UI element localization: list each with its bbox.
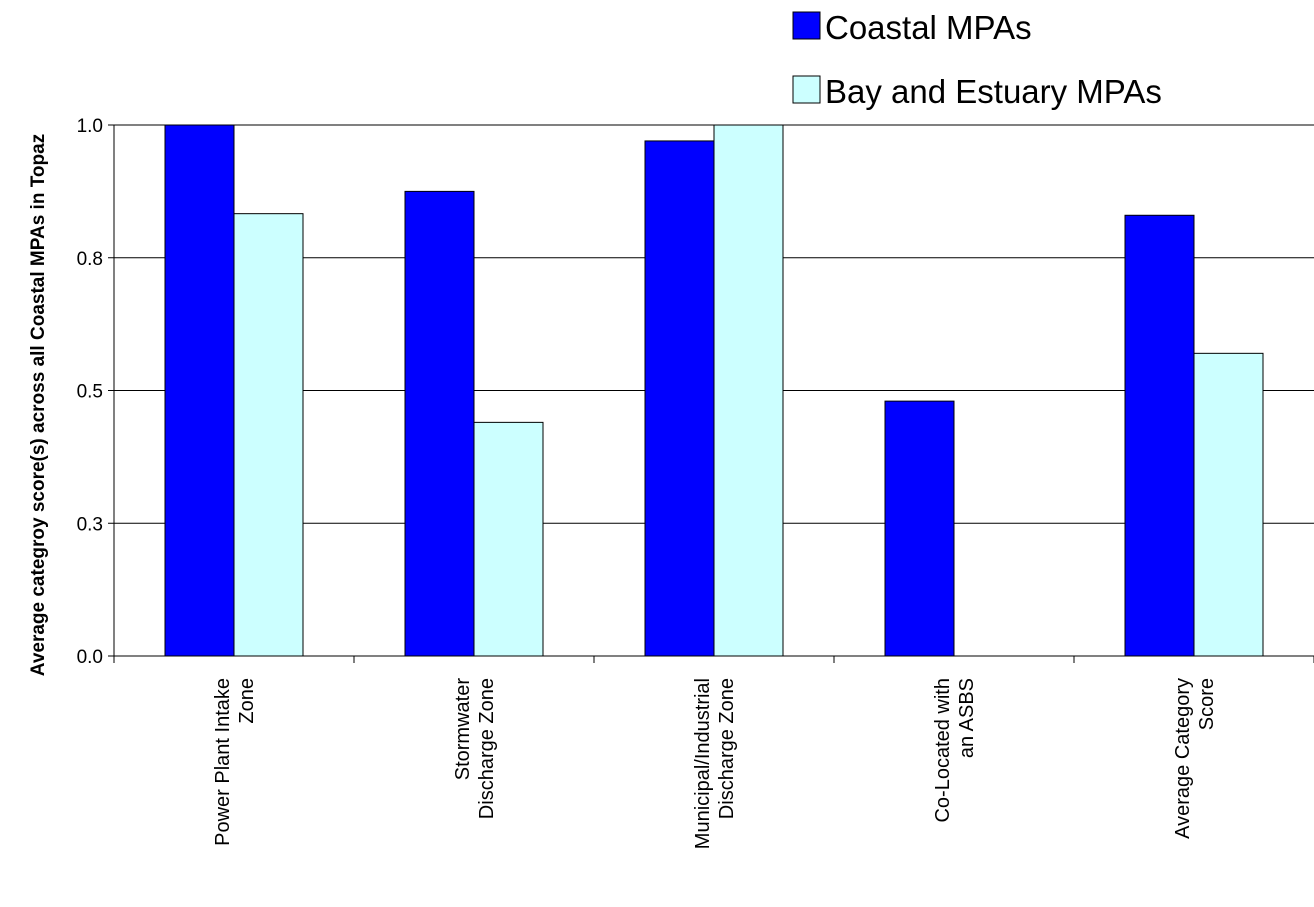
category-label-line: Zone: [236, 678, 258, 724]
category-label-line: Stormwater: [452, 678, 474, 781]
category-label-4: Co-Located with an ASBS: [932, 678, 978, 823]
category-labels: Power Plant Intake Zone Stormwater Discharg…: [212, 678, 1218, 850]
category-label-line: Average Category: [1172, 678, 1194, 839]
bar-series-2-cat-2: [473, 421, 544, 657]
bar-series-1-cat-5: [1124, 214, 1195, 657]
y-tick-label: 0.5: [77, 382, 103, 403]
legend: Coastal MPAs Bay and Estuary MPAs: [792, 9, 1162, 110]
category-label-5: Average Category Score: [1172, 678, 1218, 839]
y-tick-label: 1.0: [77, 116, 103, 137]
legend-swatch-1: [792, 11, 821, 40]
y-tick-label: 0.0: [77, 647, 103, 668]
y-tick-labels: 0.0 0.3 0.5 0.8 1.0: [77, 116, 103, 668]
category-label-line: Discharge Zone: [716, 678, 738, 819]
category-label-line: Municipal/Industrial: [692, 678, 714, 849]
category-label-3: Municipal/Industrial Discharge Zone: [692, 678, 738, 849]
legend-swatch-2: [792, 75, 821, 104]
y-tick-label: 0.8: [77, 249, 103, 270]
category-label-line: an ASBS: [956, 678, 978, 758]
category-label-line: Discharge Zone: [476, 678, 498, 819]
bars: [164, 124, 1264, 657]
bar-series-1-cat-3: [644, 140, 715, 657]
bar-series-1-cat-2: [404, 190, 475, 657]
category-label-line: Score: [1196, 678, 1218, 730]
y-axis-label: Average categroy score(s) across all Coa…: [28, 134, 49, 676]
category-label-line: Power Plant Intake: [212, 678, 234, 846]
bar-series-2-cat-5: [1193, 352, 1264, 657]
bar-series-1-cat-4: [884, 400, 955, 657]
bar-series-2-cat-1: [233, 213, 304, 657]
y-tick-label: 0.3: [77, 514, 103, 535]
legend-label-1: Coastal MPAs: [825, 9, 1032, 46]
category-label-2: Stormwater Discharge Zone: [452, 678, 498, 820]
axes: [108, 124, 1314, 663]
legend-label-2: Bay and Estuary MPAs: [825, 73, 1162, 110]
bar-series-2-cat-3: [713, 124, 784, 657]
category-label-1: Power Plant Intake Zone: [212, 678, 258, 846]
bar-series-1-cat-1: [164, 124, 235, 657]
category-label-line: Co-Located with: [932, 678, 954, 823]
